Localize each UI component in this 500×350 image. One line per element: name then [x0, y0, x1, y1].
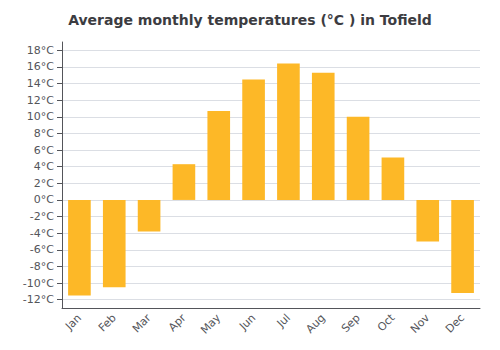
- svg-text:Aug: Aug: [303, 311, 327, 335]
- svg-text:-4°C: -4°C: [30, 227, 54, 240]
- svg-text:Average monthly temperatures (: Average monthly temperatures (°C ) in To…: [68, 12, 432, 28]
- svg-text:Nov: Nov: [408, 311, 433, 336]
- svg-text:-2°C: -2°C: [30, 210, 54, 223]
- svg-text:Feb: Feb: [96, 311, 119, 334]
- svg-text:Mar: Mar: [130, 311, 154, 335]
- svg-text:Dec: Dec: [443, 311, 467, 335]
- svg-text:6°C: 6°C: [34, 144, 54, 157]
- svg-text:18°C: 18°C: [27, 44, 54, 57]
- svg-text:0°C: 0°C: [34, 193, 54, 206]
- svg-text:May: May: [198, 311, 224, 337]
- svg-text:Jul: Jul: [274, 311, 293, 330]
- svg-text:2°C: 2°C: [34, 177, 54, 190]
- svg-text:Sep: Sep: [339, 311, 363, 335]
- svg-text:Oct: Oct: [375, 311, 398, 334]
- svg-text:10°C: 10°C: [27, 110, 54, 123]
- svg-text:14°C: 14°C: [27, 77, 54, 90]
- svg-text:16°C: 16°C: [27, 60, 54, 73]
- svg-text:Jan: Jan: [62, 311, 84, 333]
- svg-text:-10°C: -10°C: [23, 277, 54, 290]
- svg-text:8°C: 8°C: [34, 127, 54, 140]
- svg-text:Jun: Jun: [236, 311, 258, 333]
- svg-text:-12°C: -12°C: [23, 293, 54, 306]
- svg-text:-8°C: -8°C: [30, 260, 54, 273]
- svg-text:-6°C: -6°C: [30, 243, 54, 256]
- svg-text:4°C: 4°C: [34, 160, 54, 173]
- svg-text:12°C: 12°C: [27, 94, 54, 107]
- svg-text:Apr: Apr: [166, 311, 189, 334]
